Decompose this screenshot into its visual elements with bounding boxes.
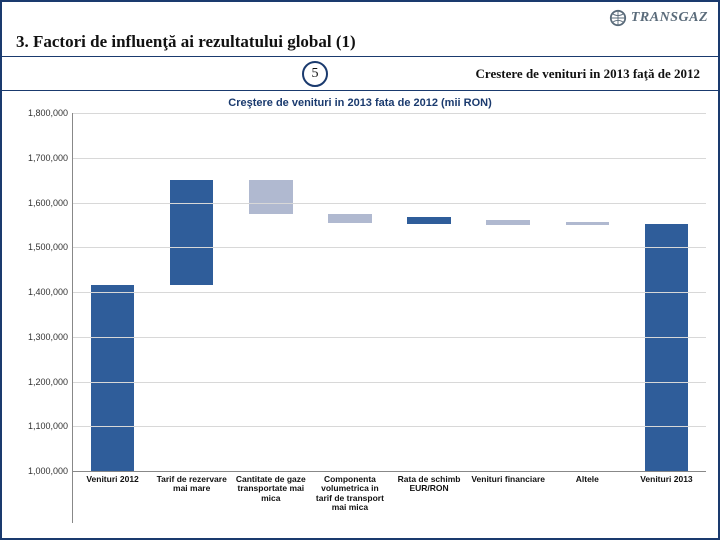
chart-ytick: 1,600,000 (28, 198, 68, 208)
chart-bar (170, 180, 214, 285)
chart-ytick: 1,500,000 (28, 242, 68, 252)
chart-ytick: 1,200,000 (28, 377, 68, 387)
chart-bars (73, 113, 706, 523)
chart-xaxis: Venituri 2012 Tarif de rezervare mai mare… (73, 471, 706, 521)
chart-gridline (73, 113, 706, 114)
chart-ytick: 1,100,000 (28, 421, 68, 431)
chart-bar (407, 217, 451, 224)
chart-bar (91, 285, 135, 471)
chart-plot: 1,000,000 1,100,000 1,200,000 1,300,000 1,40… (14, 113, 706, 523)
brand-text: TRANSGAZ (631, 10, 708, 26)
chart-ytick: 1,800,000 (28, 108, 68, 118)
page-number-circle: 5 (302, 61, 328, 87)
chart-baseline (73, 471, 706, 472)
chart-ytick: 1,400,000 (28, 287, 68, 297)
chart-yaxis: 1,000,000 1,100,000 1,200,000 1,300,000 1,40… (14, 113, 72, 523)
chart-bar (645, 224, 689, 471)
chart-ytick: 1,000,000 (28, 466, 68, 476)
page-root: TRANSGAZ 3. Factori de influenţă ai rezu… (0, 0, 720, 540)
chart-xlabel: Venituri 2012 (76, 475, 150, 484)
chart-gridline (73, 292, 706, 293)
chart-ytick: 1,700,000 (28, 153, 68, 163)
chart-gridline (73, 337, 706, 338)
chart-gridline (73, 247, 706, 248)
chart-xlabel: Altele (550, 475, 624, 484)
subheader-text: Crestere de venituri in 2013 faţă de 201… (476, 66, 700, 82)
subheader-row: 5 Crestere de venituri in 2013 faţă de 2… (2, 57, 718, 91)
chart-bar (486, 220, 530, 225)
chart-xlabel: Rata de schimb EUR/RON (392, 475, 466, 494)
page-header: 3. Factori de influenţă ai rezultatului … (2, 30, 718, 57)
chart-bar (566, 222, 610, 225)
chart-container: Creştere de venituri in 2013 fata de 201… (2, 91, 718, 537)
chart-gridline (73, 382, 706, 383)
chart-xlabel: Tarif de rezervare mai mare (155, 475, 229, 494)
chart-bar (249, 180, 293, 214)
brand-logo: TRANSGAZ (609, 9, 708, 27)
logo-row: TRANSGAZ (2, 2, 718, 30)
chart-xlabel: Venituri 2013 (629, 475, 703, 484)
globe-icon (609, 9, 627, 27)
chart-xlabel: Cantitate de gaze transportate mai mica (234, 475, 308, 503)
chart-xlabel: Componenta volumetrica in tarif de trans… (313, 475, 387, 512)
chart-xlabel: Venituri financiare (471, 475, 545, 484)
chart-gridline (73, 426, 706, 427)
chart-gridline (73, 158, 706, 159)
chart-ytick: 1,300,000 (28, 332, 68, 342)
page-title: 3. Factori de influenţă ai rezultatului … (16, 32, 704, 52)
chart-title: Creştere de venituri in 2013 fata de 201… (14, 97, 706, 109)
chart-bar (328, 214, 372, 223)
chart-plot-body: Venituri 2012 Tarif de rezervare mai mare… (72, 113, 706, 523)
chart-gridline (73, 203, 706, 204)
